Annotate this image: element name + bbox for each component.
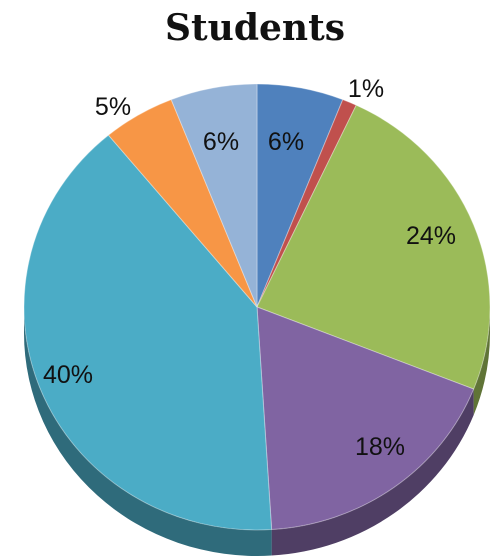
pie-slice-6 [107,99,258,308]
pie-side-3 [473,307,490,416]
data-label-3: 24% [406,222,456,250]
data-label-2: 1% [348,75,384,103]
pie-side-4 [271,389,474,556]
data-label-6: 5% [95,93,131,121]
pie-labels: 6% 1% 24% 18% 40% 5% 6% [43,75,456,461]
pie-side-5 [24,307,272,556]
pie-slice-4 [256,306,475,531]
data-label-4: 18% [355,433,405,461]
pie-slice-5 [23,134,273,531]
pie-slice-3 [256,104,490,390]
pie-slices [23,83,490,531]
pie-slice-2 [256,99,357,308]
pie-slice-1 [256,83,344,308]
data-label-7: 6% [203,128,239,156]
pie-slice-7 [170,83,258,308]
data-label-5: 40% [43,361,93,389]
chart-title: Students [165,7,345,49]
pie-sides [24,307,490,556]
data-label-1: 6% [268,128,304,156]
